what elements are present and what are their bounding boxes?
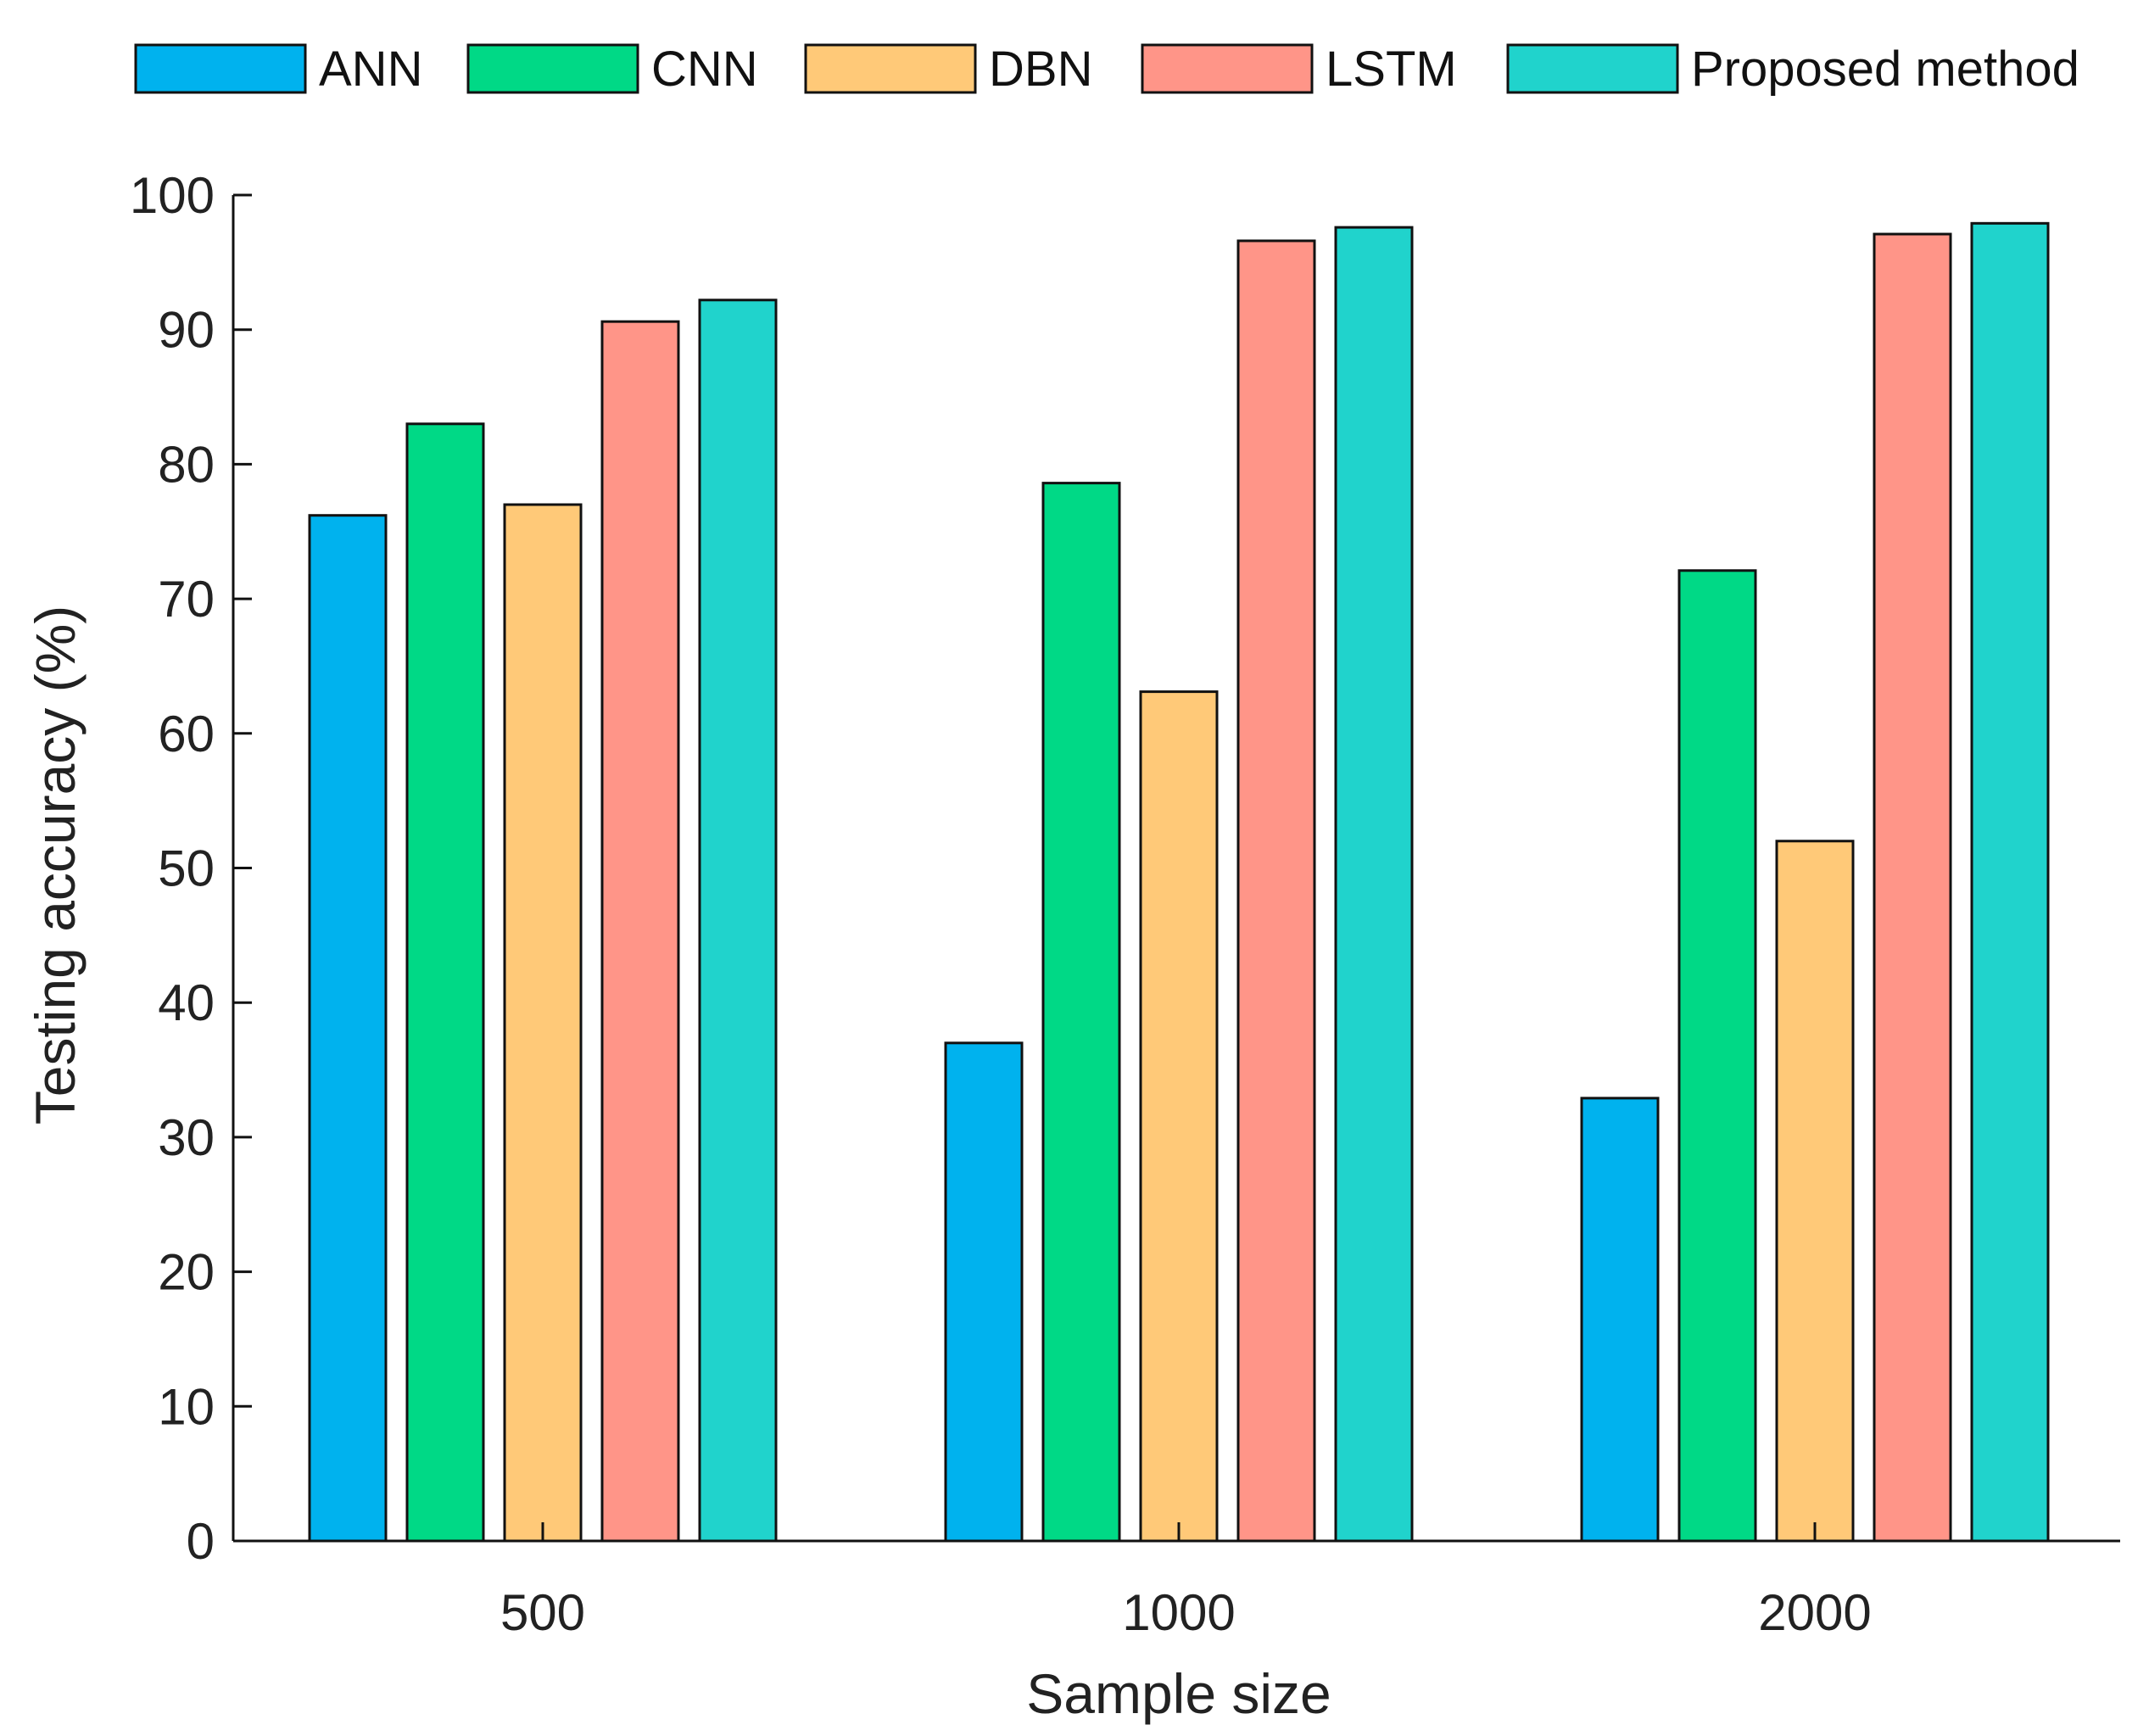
bar-dbn-1000	[1139, 690, 1219, 1543]
bar-proposed-method-500	[698, 299, 778, 1543]
y-tick-label-40: 40	[158, 974, 215, 1031]
bar-ann-500	[308, 514, 388, 1543]
legend-label-dbn: DBN	[989, 42, 1092, 97]
y-tick-label-70: 70	[158, 571, 215, 628]
bar-dbn-2000	[1775, 840, 1855, 1543]
x-tick-label-2000: 2000	[1758, 1584, 1871, 1641]
bar-cnn-500	[405, 422, 485, 1543]
bar-lstm-1000	[1236, 239, 1316, 1543]
bar-group	[308, 221, 2050, 1543]
y-tick-label-100: 100	[130, 167, 215, 224]
legend-label-lstm: LSTM	[1326, 42, 1457, 97]
legend-swatch-lstm	[1141, 43, 1314, 94]
legend-swatch-dbn	[804, 43, 977, 94]
bar-ann-1000	[944, 1041, 1024, 1543]
legend-swatch-proposed-method	[1506, 43, 1679, 94]
legend-label-ann: ANN	[319, 42, 422, 97]
x-axis-title: Sample size	[1026, 1662, 1331, 1725]
legend-swatch-cnn	[466, 43, 639, 94]
y-tick-label-90: 90	[158, 302, 215, 359]
legend: ANN CNN DBN LSTM Proposed method	[134, 42, 2079, 97]
bar-dbn-500	[503, 503, 583, 1543]
y-tick-label-80: 80	[158, 436, 215, 493]
y-tick-label-20: 20	[158, 1244, 215, 1301]
bar-proposed-method-1000	[1334, 226, 1414, 1543]
y-tick-label-60: 60	[158, 706, 215, 762]
y-tick-label-0: 0	[187, 1513, 215, 1570]
bar-lstm-500	[600, 320, 680, 1543]
y-tick-label-30: 30	[158, 1109, 215, 1166]
bar-ann-2000	[1580, 1097, 1660, 1543]
legend-swatch-ann	[134, 43, 307, 94]
legend-label-cnn: CNN	[651, 42, 758, 97]
bar-cnn-1000	[1041, 482, 1121, 1543]
x-tick-label-1000: 1000	[1122, 1584, 1235, 1641]
bar-proposed-method-2000	[1970, 221, 2050, 1543]
bar-cnn-2000	[1677, 569, 1757, 1543]
axes: 0 10 20 30 40 50 60 70 80 90 100 500 1000 2000	[130, 167, 2120, 1641]
y-tick-label-50: 50	[158, 840, 215, 897]
x-tick-label-500: 500	[500, 1584, 585, 1641]
legend-label-proposed-method: Proposed method	[1691, 42, 2079, 97]
y-axis-title: Testing accuracy (%)	[24, 606, 87, 1125]
bar-lstm-2000	[1873, 232, 1952, 1543]
y-tick-label-10: 10	[158, 1378, 215, 1435]
